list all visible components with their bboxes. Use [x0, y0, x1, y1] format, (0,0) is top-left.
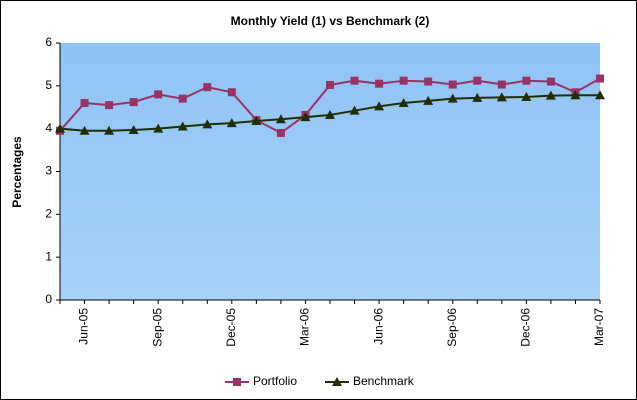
marker — [497, 80, 506, 89]
marker — [153, 123, 164, 133]
marker — [423, 95, 434, 105]
marker — [521, 91, 532, 101]
marker — [129, 98, 138, 107]
x-tick-label: Dec-05 — [224, 308, 238, 347]
marker — [300, 112, 311, 122]
marker — [79, 125, 90, 135]
marker — [472, 92, 483, 102]
x-tick-label: Jun-06 — [371, 308, 385, 345]
marker — [570, 90, 581, 100]
x-tick-label: Mar-06 — [298, 308, 312, 346]
marker — [154, 90, 163, 99]
chart-title: Monthly Yield (1) vs Benchmark (2) — [231, 14, 430, 28]
marker — [349, 105, 360, 115]
marker — [447, 93, 458, 103]
y-tick-label: 4 — [45, 121, 52, 135]
y-tick-label: 0 — [45, 292, 52, 306]
marker — [545, 90, 556, 100]
marker — [325, 109, 335, 119]
marker — [350, 76, 359, 85]
marker — [375, 79, 384, 88]
legend-label: Portfolio — [253, 374, 297, 388]
x-tick-label: Sep-05 — [150, 308, 164, 347]
marker — [202, 119, 213, 129]
marker — [595, 90, 605, 100]
marker — [374, 101, 385, 111]
marker — [326, 80, 334, 89]
y-tick-label: 5 — [45, 78, 52, 92]
marker — [275, 114, 286, 124]
marker — [177, 121, 188, 131]
marker — [398, 97, 409, 107]
marker — [233, 378, 241, 386]
marker — [226, 118, 237, 128]
y-axis-label: Percentages — [10, 136, 24, 208]
marker — [546, 77, 555, 86]
marker — [251, 115, 262, 125]
marker — [473, 76, 482, 85]
marker — [105, 101, 114, 110]
marker — [55, 123, 65, 133]
y-tick-label: 3 — [45, 164, 52, 178]
marker — [424, 77, 433, 86]
x-tick-label: Dec-06 — [519, 308, 533, 347]
x-tick-label: Mar-07 — [592, 308, 606, 346]
y-tick-label: 6 — [45, 35, 52, 49]
marker — [448, 80, 457, 89]
marker — [496, 92, 507, 102]
marker — [399, 76, 408, 85]
x-tick-label: Jun-05 — [77, 308, 91, 345]
marker — [203, 83, 212, 92]
marker — [332, 377, 342, 386]
marker — [227, 88, 236, 97]
marker — [596, 74, 604, 83]
y-tick-label: 2 — [45, 207, 52, 221]
legend-label: Benchmark — [353, 374, 415, 388]
y-tick-label: 1 — [45, 249, 52, 263]
marker — [80, 98, 89, 107]
marker — [522, 76, 531, 85]
marker — [128, 124, 139, 134]
marker — [276, 128, 285, 137]
marker — [104, 125, 115, 135]
x-tick-label: Sep-06 — [445, 308, 459, 347]
marker — [178, 94, 187, 103]
